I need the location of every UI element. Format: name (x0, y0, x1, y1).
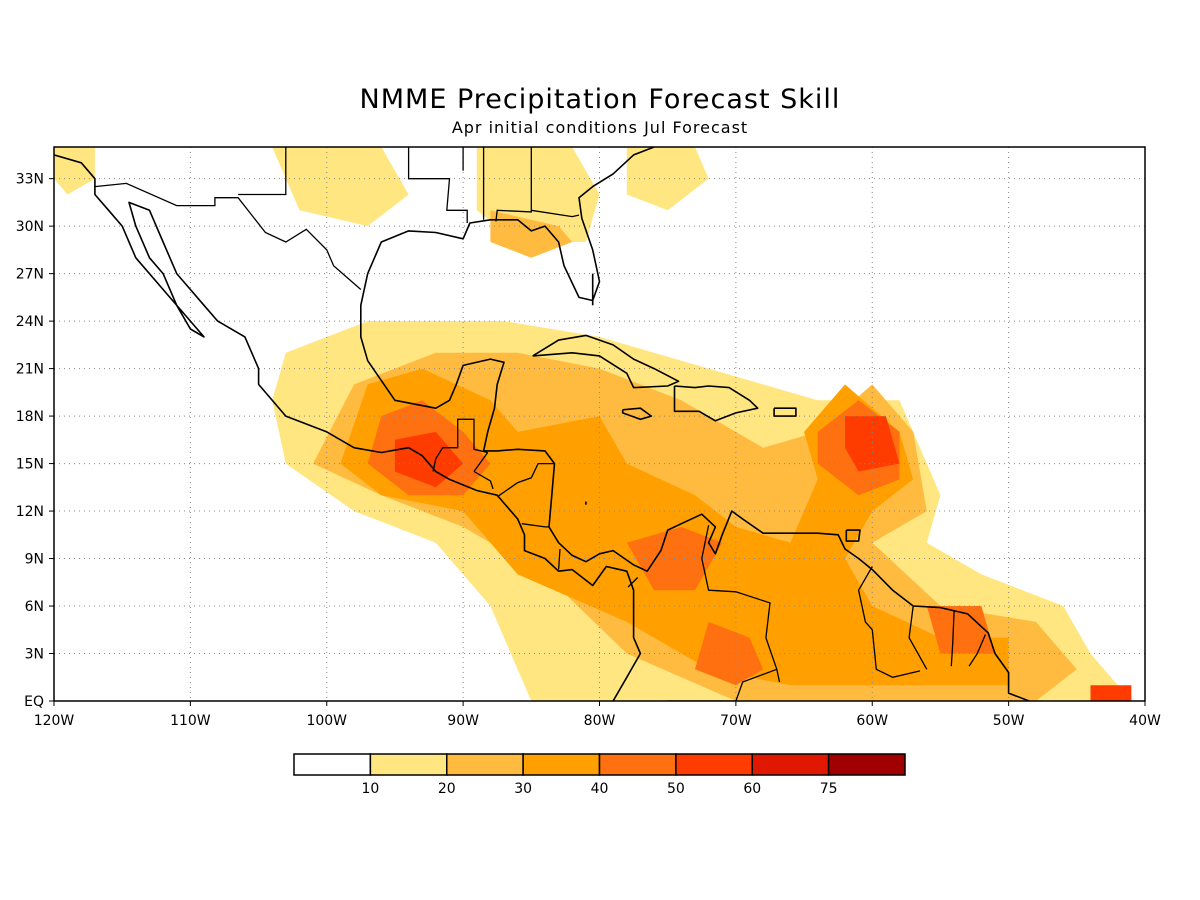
colorbar-label: 75 (820, 781, 838, 797)
x-tick-label: 110W (170, 713, 211, 729)
coastline (532, 334, 680, 389)
coastline (773, 407, 797, 417)
x-tick-label: 120W (34, 713, 75, 729)
colorbar-swatch (827, 753, 906, 776)
x-tick-label: 40W (1129, 713, 1161, 729)
skill-region (1090, 685, 1132, 701)
skill-region (926, 606, 995, 654)
colorbar-swatch (751, 753, 830, 776)
map-subtitle: Apr initial conditions Jul Forecast (451, 118, 749, 137)
colorbar-swatch (369, 753, 448, 776)
country-border (857, 566, 921, 678)
y-tick-label: 15N (16, 457, 44, 473)
x-tick-label: 100W (306, 713, 347, 729)
colorbar-label: 10 (361, 781, 379, 797)
coastlines-layer (54, 147, 1030, 701)
x-tick-label: 90W (447, 713, 479, 729)
country-border (496, 462, 555, 498)
skill-region (272, 147, 409, 227)
colorbar-swatch (446, 753, 524, 776)
country-border (557, 548, 561, 570)
x-tick-label: 80W (584, 713, 616, 729)
y-tick-label: 9N (25, 552, 44, 568)
colorbar-label: 30 (514, 781, 532, 797)
coastline (54, 154, 642, 701)
axis-labels: 120W 110W 100W 90W 80W 70W 60W 50W 40W EQ 3N 6N 9N 12… (16, 172, 1161, 729)
colorbar-label: 40 (591, 781, 609, 797)
skill-region (394, 431, 464, 488)
country-border (238, 147, 287, 196)
colorbar-legend: 10 20 30 40 50 60 75 (293, 753, 906, 797)
x-tick-label: 60W (856, 713, 888, 729)
country-border (627, 577, 639, 588)
colorbar-swatch (598, 753, 677, 776)
colorbar-swatch (675, 753, 753, 776)
country-border (701, 525, 781, 683)
skill-region (54, 147, 95, 195)
coastline (359, 273, 1030, 701)
coastline (845, 529, 861, 542)
colorbar-swatch (293, 753, 372, 776)
country-border (531, 209, 580, 218)
coastline (621, 407, 653, 421)
country-border (495, 147, 532, 222)
country-border (908, 605, 928, 670)
y-tick-label: 33N (16, 172, 44, 188)
y-tick-label: 6N (25, 599, 44, 615)
country-border (407, 147, 468, 223)
colorbar-label: 60 (743, 781, 761, 797)
coastline (673, 385, 759, 422)
skill-region (626, 147, 709, 211)
skill-shading-layer (54, 147, 1132, 701)
coastline (366, 147, 655, 302)
country-border (432, 418, 488, 472)
colorbar-label: 50 (667, 781, 685, 797)
country-border (521, 523, 549, 528)
skill-region (845, 416, 900, 472)
y-tick-label: 24N (16, 314, 44, 330)
y-tick-label: 12N (16, 504, 44, 520)
country-border (968, 634, 986, 667)
colorbar-label: 20 (438, 781, 456, 797)
country-border (667, 668, 778, 701)
colorbar-swatch (522, 753, 601, 776)
y-tick-label: EQ (24, 694, 44, 710)
gridlines (54, 147, 1145, 701)
country-border (950, 610, 955, 667)
y-tick-label: 18N (16, 409, 44, 425)
y-tick-label: 30N (16, 219, 44, 235)
country-border (94, 182, 362, 290)
skill-region (490, 210, 573, 258)
y-tick-label: 27N (16, 267, 44, 283)
y-tick-label: 21N (16, 362, 44, 378)
map-title: NMME Precipitation Forecast Skill (359, 84, 841, 115)
country-border (473, 470, 494, 490)
country-border (473, 452, 489, 472)
y-tick-label: 3N (25, 647, 44, 663)
borders-layer (94, 147, 986, 701)
x-tick-label: 70W (720, 713, 752, 729)
x-tick-label: 50W (993, 713, 1025, 729)
